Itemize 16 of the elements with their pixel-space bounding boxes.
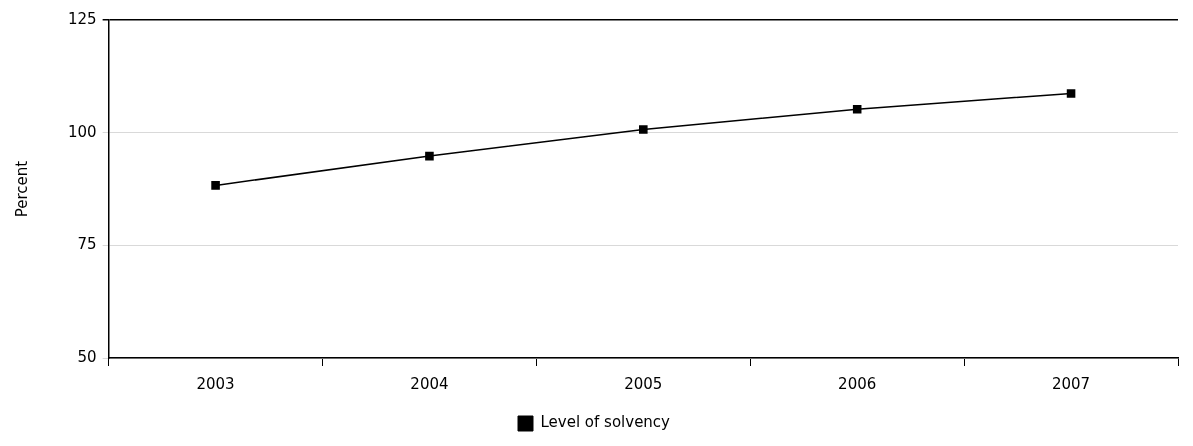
point bbox=[852, 104, 862, 114]
y-tick-label: 75 bbox=[77, 235, 97, 254]
x-tick-label: 2006 bbox=[838, 374, 877, 393]
y-tick-label: 125 bbox=[67, 9, 97, 28]
point bbox=[1066, 89, 1076, 98]
x-tick-label: 2007 bbox=[1051, 374, 1091, 393]
x-tick-label: 2003 bbox=[196, 374, 235, 393]
y-tick-label: 100 bbox=[67, 122, 97, 141]
y-tick-label: 50 bbox=[77, 347, 97, 366]
y-axis-title: Percent bbox=[12, 160, 31, 218]
x-tick-label: 2004 bbox=[410, 374, 449, 393]
x-tick-label: 2005 bbox=[624, 374, 663, 393]
point bbox=[425, 151, 434, 161]
point bbox=[639, 125, 648, 134]
legend-label: Level of solvency bbox=[540, 413, 671, 432]
point bbox=[211, 181, 220, 190]
